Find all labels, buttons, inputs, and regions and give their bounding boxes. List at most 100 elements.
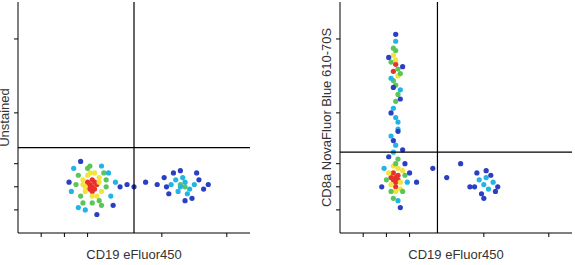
y-axis bbox=[18, 2, 19, 233]
event-dot bbox=[90, 189, 95, 194]
event-dot bbox=[182, 198, 187, 203]
x-tick bbox=[161, 233, 162, 237]
points bbox=[379, 32, 500, 210]
event-dot bbox=[388, 76, 393, 81]
event-dot bbox=[386, 170, 391, 175]
event-dot bbox=[388, 133, 393, 138]
y-tick bbox=[336, 38, 340, 39]
event-dot bbox=[391, 53, 396, 58]
event-dot bbox=[414, 180, 419, 185]
event-dot bbox=[402, 173, 407, 178]
event-dot bbox=[106, 170, 111, 175]
event-dot bbox=[486, 187, 491, 192]
event-dot bbox=[97, 180, 102, 185]
event-dot bbox=[192, 182, 197, 187]
x-tick bbox=[409, 233, 410, 237]
event-dot bbox=[180, 175, 185, 180]
event-dot bbox=[194, 170, 199, 175]
event-dot bbox=[97, 198, 102, 203]
event-dot bbox=[69, 189, 74, 194]
event-dot bbox=[402, 161, 407, 166]
event-dot bbox=[104, 184, 109, 189]
event-dot bbox=[388, 189, 393, 194]
event-dot bbox=[185, 191, 190, 196]
y-tick bbox=[14, 209, 18, 210]
event-dot bbox=[400, 189, 405, 194]
event-dot bbox=[78, 193, 83, 198]
y-tick bbox=[14, 186, 18, 187]
event-dot bbox=[388, 110, 393, 115]
event-dot bbox=[388, 182, 393, 187]
event-dot bbox=[479, 191, 484, 196]
event-dot bbox=[398, 96, 403, 101]
event-dot bbox=[400, 168, 405, 173]
event-dot bbox=[472, 184, 477, 189]
event-dot bbox=[97, 175, 102, 180]
event-dot bbox=[488, 173, 493, 178]
event-dot bbox=[173, 177, 178, 182]
event-dot bbox=[87, 170, 92, 175]
event-dot bbox=[76, 205, 81, 210]
event-dot bbox=[143, 180, 148, 185]
y-tick bbox=[336, 209, 340, 210]
event-dot bbox=[386, 55, 391, 60]
event-dot bbox=[481, 182, 486, 187]
points bbox=[66, 159, 210, 217]
event-dot bbox=[393, 32, 398, 37]
event-dot bbox=[395, 166, 400, 171]
event-dot bbox=[155, 182, 160, 187]
event-dot bbox=[73, 182, 78, 187]
event-dot bbox=[169, 182, 174, 187]
event-dot bbox=[393, 184, 398, 189]
event-dot bbox=[178, 184, 183, 189]
event-dot bbox=[206, 182, 211, 187]
x-axis bbox=[340, 233, 572, 234]
event-dot bbox=[124, 182, 129, 187]
event-dot bbox=[393, 161, 398, 166]
event-dot bbox=[187, 187, 192, 192]
y-axis bbox=[340, 2, 341, 233]
event-dot bbox=[196, 177, 201, 182]
x-tick bbox=[226, 233, 227, 237]
event-dot bbox=[78, 159, 83, 164]
event-dot bbox=[393, 62, 398, 67]
event-dot bbox=[388, 59, 393, 64]
event-dot bbox=[393, 99, 398, 104]
event-dot bbox=[398, 71, 403, 76]
event-dot bbox=[391, 138, 396, 143]
event-dot bbox=[101, 170, 106, 175]
panel: CD19 eFluor450Unstained bbox=[0, 2, 250, 262]
event-dot bbox=[391, 46, 396, 51]
event-dot bbox=[99, 189, 104, 194]
event-dot bbox=[83, 207, 88, 212]
event-dot bbox=[104, 177, 109, 182]
event-dot bbox=[484, 175, 489, 180]
event-dot bbox=[164, 184, 169, 189]
y-tick bbox=[14, 38, 18, 39]
event-dot bbox=[162, 175, 167, 180]
event-dot bbox=[80, 177, 85, 182]
event-dot bbox=[201, 187, 206, 192]
event-dot bbox=[477, 177, 482, 182]
y-tick bbox=[336, 186, 340, 187]
event-dot bbox=[393, 189, 398, 194]
event-dot bbox=[94, 212, 99, 217]
event-dot bbox=[90, 193, 95, 198]
event-dot bbox=[393, 57, 398, 62]
event-dot bbox=[391, 196, 396, 201]
event-dot bbox=[94, 193, 99, 198]
x-tick bbox=[41, 233, 42, 237]
event-dot bbox=[495, 184, 500, 189]
event-dot bbox=[87, 163, 92, 168]
x-tick bbox=[386, 233, 387, 237]
event-dot bbox=[391, 106, 396, 111]
event-dot bbox=[393, 39, 398, 44]
event-dot bbox=[405, 180, 410, 185]
event-dot bbox=[182, 180, 187, 185]
event-dot bbox=[384, 177, 389, 182]
event-dot bbox=[80, 200, 85, 205]
y-tick bbox=[14, 163, 18, 164]
event-dot bbox=[395, 198, 400, 203]
y-tick bbox=[336, 112, 340, 113]
event-dot bbox=[398, 87, 403, 92]
